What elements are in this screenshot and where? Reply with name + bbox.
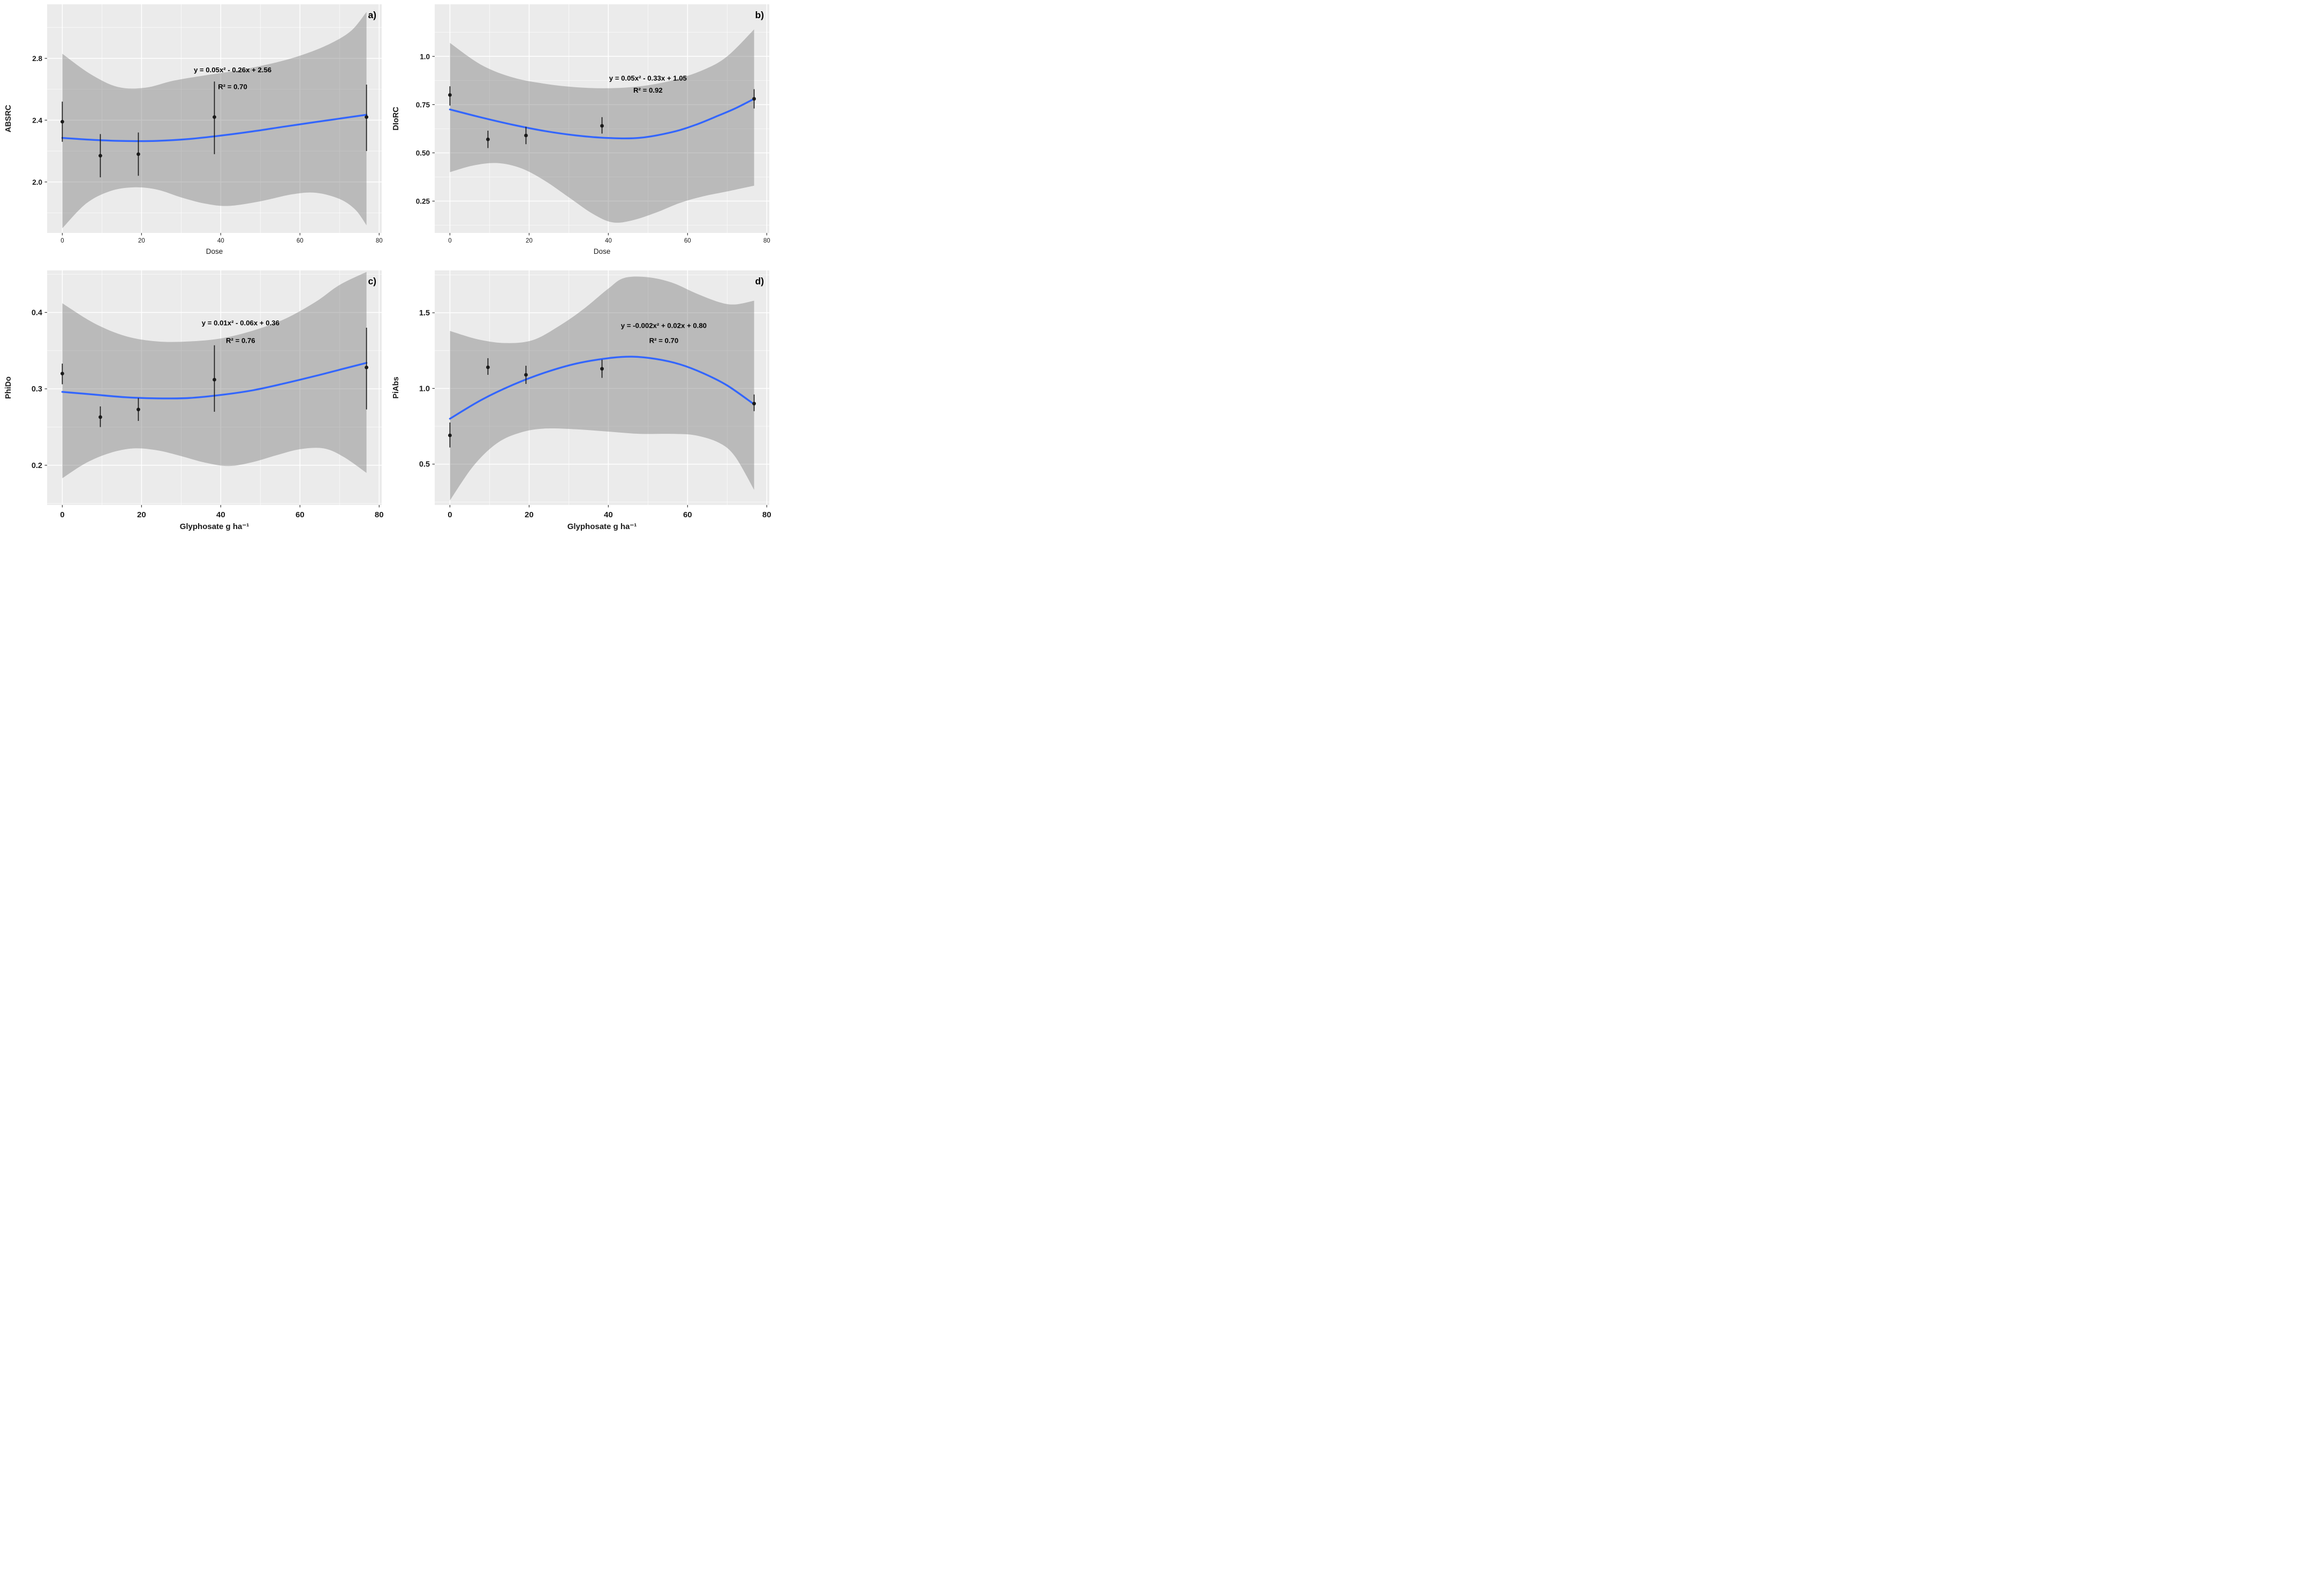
r-squared-label: R² = 0.76 xyxy=(226,337,255,345)
x-tick-label: 60 xyxy=(297,238,304,244)
confidence-band xyxy=(450,276,754,501)
y-tick-label: 0.3 xyxy=(32,385,42,394)
x-tick-label: 40 xyxy=(216,510,225,519)
y-axis-title: PiAbs xyxy=(392,376,400,398)
data-point xyxy=(99,154,102,158)
r-squared-label: R² = 0.70 xyxy=(649,337,679,345)
data-point xyxy=(600,367,604,371)
y-tick-label: 1.0 xyxy=(420,52,430,61)
regression-line xyxy=(61,114,368,142)
panel-cell-c: y = 0.01x² - 0.06x + 0.36 R² = 0.76 c) 0 20 4… xyxy=(0,266,388,531)
data-point xyxy=(213,378,216,382)
data-point xyxy=(524,373,528,377)
y-axis-title: DIoRC xyxy=(392,107,400,131)
x-tick-label: 60 xyxy=(296,510,305,519)
data-point xyxy=(60,119,64,124)
x-tick-label: 80 xyxy=(376,238,383,244)
x-tick-label: 80 xyxy=(762,510,771,519)
x-axis-title: Glyphosate g ha⁻¹ xyxy=(567,522,637,531)
y-tick-label: 0.75 xyxy=(416,101,430,109)
equation-label: y = -0.002x² + 0.02x + 0.80 xyxy=(621,321,707,329)
panel-d: y = -0.002x² + 0.02x + 0.80 R² = 0.70 d) 0 2… xyxy=(392,270,771,531)
x-tick-label: 80 xyxy=(763,238,770,244)
x-tick-label: 20 xyxy=(137,510,146,519)
data-point xyxy=(600,124,604,128)
panel-background xyxy=(435,270,769,505)
panel-letter: d) xyxy=(755,276,764,286)
data-point xyxy=(137,408,140,412)
regression-line xyxy=(449,356,755,420)
data-point xyxy=(486,365,490,369)
panel-b: y = 0.05x² - 0.33x + 1.05 R² = 0.92 b) 0 20 4… xyxy=(392,4,770,255)
x-tick-label: 80 xyxy=(375,510,384,519)
panel-c: y = 0.01x² - 0.06x + 0.36 R² = 0.76 c) 0 20 4… xyxy=(4,270,384,531)
panel-letter: b) xyxy=(755,10,764,20)
x-tick-label: 20 xyxy=(525,510,534,519)
y-tick-label: 2.8 xyxy=(32,55,42,63)
data-point xyxy=(99,415,102,419)
x-tick-label: 60 xyxy=(684,238,691,244)
y-tick-label: 0.2 xyxy=(32,462,42,470)
x-tick-label: 0 xyxy=(60,510,64,519)
x-axis-title: Dose xyxy=(594,247,611,255)
equation-label: y = 0.05x² - 0.26x + 2.56 xyxy=(194,66,271,74)
data-point xyxy=(137,152,140,156)
x-tick-label: 0 xyxy=(60,238,64,244)
x-tick-label: 40 xyxy=(604,510,613,519)
y-tick-label: 1.5 xyxy=(419,309,430,318)
r-squared-label: R² = 0.70 xyxy=(218,83,247,91)
y-tick-label: 0.5 xyxy=(419,461,430,469)
x-tick-label: 20 xyxy=(526,238,533,244)
data-point xyxy=(365,365,368,369)
data-point xyxy=(486,137,490,141)
x-tick-label: 0 xyxy=(448,510,452,519)
panel-cell-a: y = 0.05x² - 0.26x + 2.56 R² = 0.70 a) 0 20 4… xyxy=(0,0,388,266)
panel-cell-d: y = -0.002x² + 0.02x + 0.80 R² = 0.70 d) 0 2… xyxy=(388,266,775,531)
data-point xyxy=(752,97,756,101)
y-tick-label: 0.50 xyxy=(416,149,430,157)
x-tick-label: 0 xyxy=(448,238,451,244)
regression-line xyxy=(449,97,755,140)
data-point xyxy=(752,402,756,406)
data-point xyxy=(524,133,528,138)
x-axis-title: Glyphosate g ha⁻¹ xyxy=(180,522,249,531)
r-squared-label: R² = 0.92 xyxy=(633,86,663,94)
x-tick-label: 20 xyxy=(138,238,145,244)
panel-a: y = 0.05x² - 0.26x + 2.56 R² = 0.70 a) 0 20 4… xyxy=(4,4,383,255)
y-tick-label: 0.25 xyxy=(416,198,430,206)
y-tick-label: 2.4 xyxy=(32,116,42,124)
data-point xyxy=(365,115,368,119)
data-point xyxy=(448,93,452,97)
y-tick-label: 0.4 xyxy=(32,308,42,317)
x-tick-label: 40 xyxy=(605,238,612,244)
equation-label: y = 0.01x² - 0.06x + 0.36 xyxy=(202,319,279,327)
x-tick-label: 40 xyxy=(217,238,224,244)
equation-label: y = 0.05x² - 0.33x + 1.05 xyxy=(609,74,687,82)
panel-cell-b: y = 0.05x² - 0.33x + 1.05 R² = 0.92 b) 0 20 4… xyxy=(388,0,775,266)
x-tick-label: 60 xyxy=(683,510,692,519)
y-tick-label: 1.0 xyxy=(419,384,430,393)
data-point xyxy=(448,433,452,437)
panel-letter: c) xyxy=(368,276,376,286)
y-axis-title: ABSRC xyxy=(4,104,13,132)
x-axis-title: Dose xyxy=(206,247,223,255)
data-point xyxy=(60,372,64,376)
data-point xyxy=(213,115,216,119)
y-axis-title: PhiDo xyxy=(4,376,13,399)
regression-line xyxy=(61,361,368,399)
y-tick-label: 2.0 xyxy=(32,178,42,186)
panel-letter: a) xyxy=(368,10,376,20)
figure-quadratic-fits: y = 0.05x² - 0.26x + 2.56 R² = 0.70 a) 0 20 4… xyxy=(0,0,775,531)
